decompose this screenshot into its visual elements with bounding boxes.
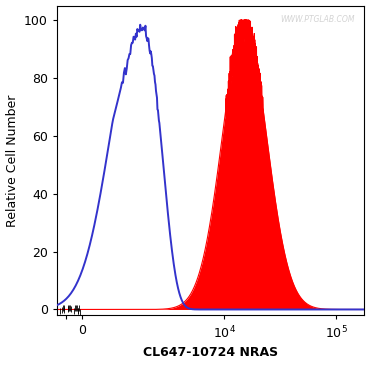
X-axis label: CL647-10724 NRAS: CL647-10724 NRAS bbox=[143, 346, 278, 360]
Text: WWW.PTGLAB.COM: WWW.PTGLAB.COM bbox=[281, 15, 355, 24]
Y-axis label: Relative Cell Number: Relative Cell Number bbox=[6, 94, 18, 227]
